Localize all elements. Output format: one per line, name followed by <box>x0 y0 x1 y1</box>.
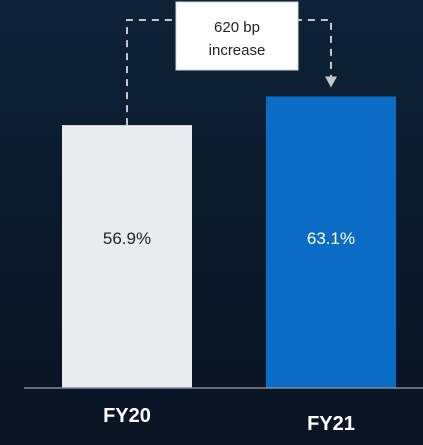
category-label-fy21: FY21 <box>307 413 355 435</box>
increase-callout: 620 bp increase <box>175 1 299 71</box>
connector-line <box>126 19 332 126</box>
bars: 56.9% 63.1% <box>62 96 396 388</box>
comparison-connector <box>126 19 337 126</box>
bar-fy20 <box>62 125 192 388</box>
category-labels: FY20 FY21 <box>103 405 355 435</box>
callout-line-2: increase <box>209 42 266 59</box>
bar-fy21 <box>266 96 396 388</box>
value-label-fy21: 63.1% <box>307 229 355 248</box>
category-label-fy20: FY20 <box>103 405 151 427</box>
callout-box <box>175 1 299 71</box>
callout-line-1: 620 bp <box>214 19 260 36</box>
arrow-head-icon <box>325 76 337 88</box>
value-label-fy20: 56.9% <box>103 229 151 248</box>
